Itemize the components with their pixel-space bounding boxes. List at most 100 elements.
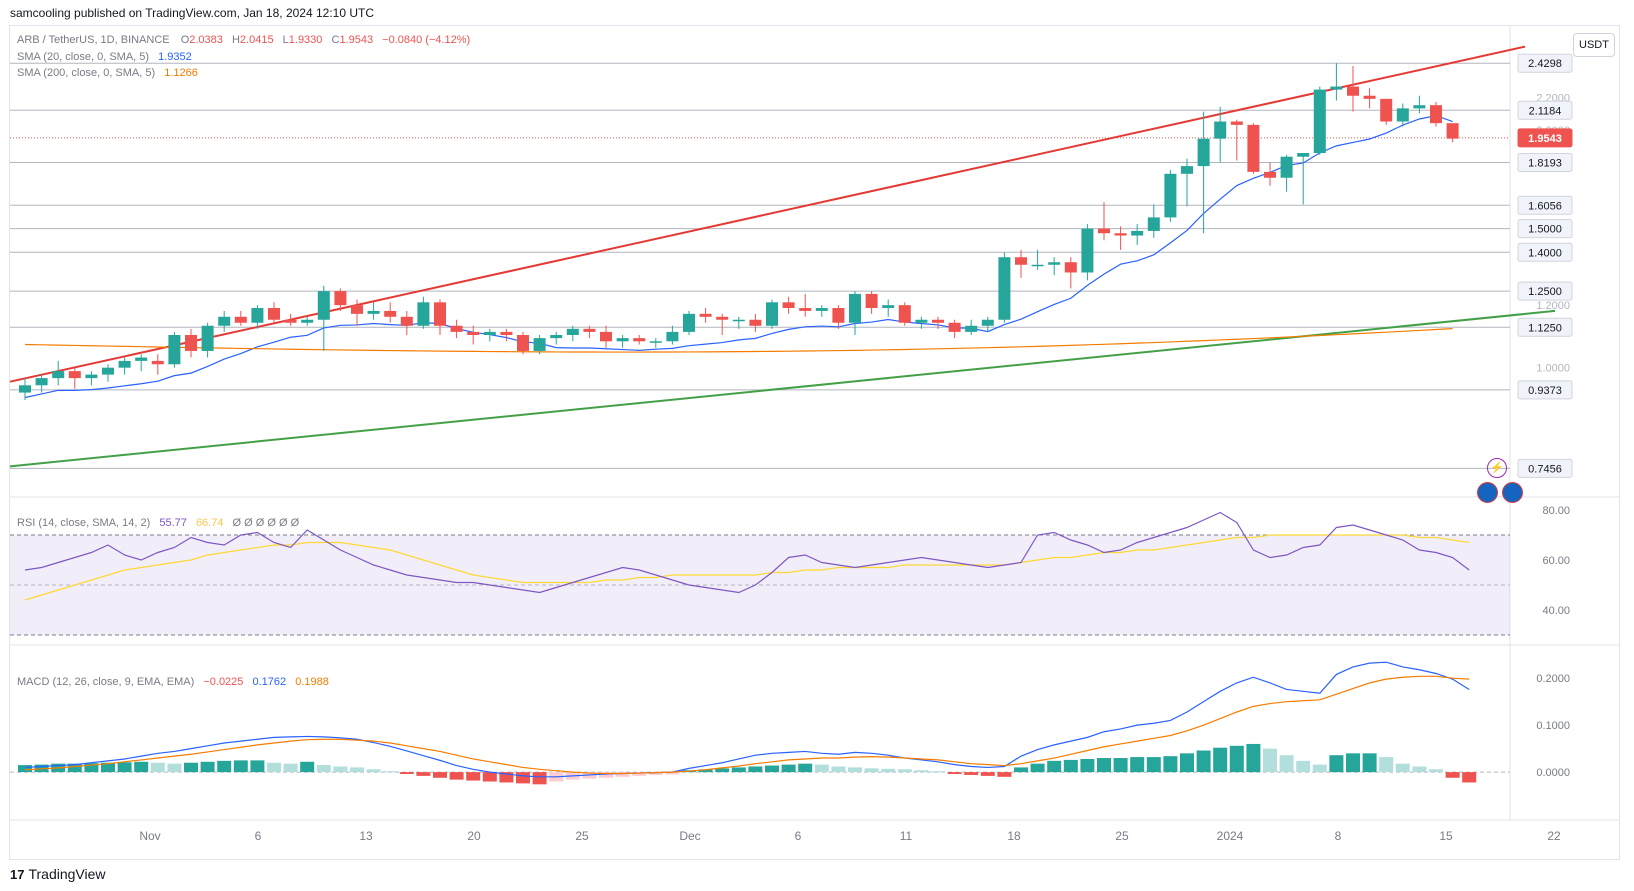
time-axis-label: Nov bbox=[139, 829, 160, 843]
candle-body bbox=[1181, 166, 1193, 174]
macd-histogram-bar bbox=[350, 767, 364, 773]
candle-body bbox=[998, 257, 1011, 320]
candle-body bbox=[1147, 217, 1160, 231]
macd-histogram-bar bbox=[964, 772, 979, 775]
macd-label: MACD (12, 26, close, 9, EMA, EMA) bbox=[17, 676, 195, 688]
macd-histogram-bar bbox=[1362, 753, 1377, 773]
candle-body bbox=[799, 308, 812, 311]
macd-histogram-bar bbox=[532, 772, 547, 785]
level-label: 0.7456 bbox=[1528, 463, 1562, 475]
candle-body bbox=[52, 371, 65, 379]
candle-body bbox=[1347, 86, 1359, 96]
candle-body bbox=[417, 302, 430, 326]
tradingview-logo[interactable]: 17 TradingView bbox=[10, 866, 106, 882]
currency-button[interactable]: USDT bbox=[1573, 33, 1615, 57]
macd-histogram-bar bbox=[150, 762, 165, 773]
macd-histogram-bar bbox=[184, 762, 198, 773]
candle-body bbox=[1313, 89, 1326, 154]
rsi-axis-label: 40.00 bbox=[1542, 605, 1570, 617]
candle-body bbox=[450, 325, 463, 332]
macd-histogram-bar bbox=[466, 772, 481, 781]
candle-body bbox=[517, 334, 529, 351]
candle-body bbox=[1048, 262, 1061, 265]
macd-histogram-bar bbox=[1445, 772, 1460, 778]
level-label: 1.5000 bbox=[1528, 224, 1562, 236]
candle-body bbox=[251, 308, 264, 323]
macd-histogram-bar bbox=[84, 763, 99, 773]
candle-body bbox=[981, 319, 994, 326]
candle-body bbox=[151, 360, 164, 365]
macd-histogram-bar bbox=[67, 763, 82, 773]
macd-histogram-bar bbox=[731, 767, 746, 773]
candle-body bbox=[948, 322, 961, 332]
macd-histogram-bar bbox=[267, 762, 281, 773]
sma20-line bbox=[24, 114, 1453, 399]
candle-body bbox=[1297, 153, 1310, 157]
us-flag-icon[interactable] bbox=[1477, 482, 1498, 503]
time-axis-label: 22 bbox=[1547, 829, 1561, 843]
macd-histogram-bar bbox=[1196, 750, 1211, 773]
macd-histogram-bar bbox=[632, 772, 647, 776]
time-axis-label: 20 bbox=[467, 829, 481, 843]
resistance-trendline bbox=[9, 45, 1526, 383]
level-marker bbox=[1517, 281, 1573, 301]
level-marker bbox=[1517, 53, 1573, 73]
time-axis-label: 25 bbox=[1115, 829, 1129, 843]
tradingview-mark-icon: 17 bbox=[10, 866, 25, 882]
rsi-ma-value: 66.74 bbox=[195, 517, 224, 529]
rsi-axis-label: 80.00 bbox=[1542, 505, 1570, 517]
candle-body bbox=[467, 331, 480, 335]
support-trendline bbox=[9, 309, 1556, 468]
level-label: 1.4000 bbox=[1528, 247, 1562, 259]
macd-histogram-bar bbox=[499, 772, 514, 783]
candle-body bbox=[68, 371, 81, 379]
candle-body bbox=[19, 385, 31, 393]
macd-histogram-bar bbox=[980, 772, 995, 776]
candle-body bbox=[583, 328, 596, 332]
macd-histogram-bar bbox=[1047, 760, 1062, 773]
macd-histogram-bar bbox=[433, 772, 447, 778]
level-label: 2.4298 bbox=[1528, 58, 1562, 70]
candle-body bbox=[600, 331, 612, 342]
macd-axis-label: 0.0000 bbox=[1536, 767, 1570, 779]
macd-histogram-bar bbox=[200, 761, 215, 773]
macd-line bbox=[24, 661, 1470, 778]
candle-body bbox=[384, 310, 397, 317]
macd-histogram-bar bbox=[1163, 756, 1178, 773]
rsi-line bbox=[24, 511, 1470, 594]
macd-histogram-bar bbox=[1329, 755, 1344, 773]
candle-body bbox=[533, 338, 546, 351]
macd-histogram-bar bbox=[1296, 760, 1311, 773]
rsi-label: RSI (14, close, SMA, 14, 2) bbox=[17, 517, 151, 529]
level-marker bbox=[1517, 152, 1573, 172]
high-label: H bbox=[231, 34, 240, 46]
level-marker bbox=[1517, 317, 1573, 337]
macd-value: 0.1762 bbox=[252, 676, 287, 688]
macd-histogram-bar bbox=[449, 772, 464, 780]
macd-histogram-bar bbox=[1180, 753, 1194, 773]
candle-body bbox=[616, 338, 629, 342]
macd-signal-line bbox=[24, 675, 1470, 775]
macd-histogram-bar bbox=[18, 765, 32, 773]
macd-histogram-bar bbox=[1229, 745, 1244, 773]
candle-body bbox=[882, 305, 895, 309]
macd-histogram-bar bbox=[1130, 757, 1145, 773]
macd-histogram-bar bbox=[665, 772, 680, 775]
candle-body bbox=[85, 374, 98, 379]
candle-body bbox=[218, 316, 231, 326]
candle-body bbox=[185, 334, 197, 351]
candle-body bbox=[1081, 228, 1094, 273]
macd-histogram-bar bbox=[1030, 763, 1045, 773]
macd-histogram-bar bbox=[947, 772, 962, 774]
candle-body bbox=[1197, 138, 1210, 167]
lightning-icon[interactable]: ⚡ bbox=[1487, 458, 1507, 478]
candle-body bbox=[815, 308, 828, 311]
candle-body bbox=[367, 310, 380, 314]
us-flag-icon[interactable] bbox=[1502, 482, 1523, 503]
macd-histogram-bar bbox=[1063, 759, 1078, 773]
macd-histogram-bar bbox=[599, 772, 613, 778]
low-label: L bbox=[282, 34, 289, 46]
macd-histogram-bar bbox=[1312, 764, 1327, 773]
level-label: 1.6056 bbox=[1528, 200, 1562, 212]
